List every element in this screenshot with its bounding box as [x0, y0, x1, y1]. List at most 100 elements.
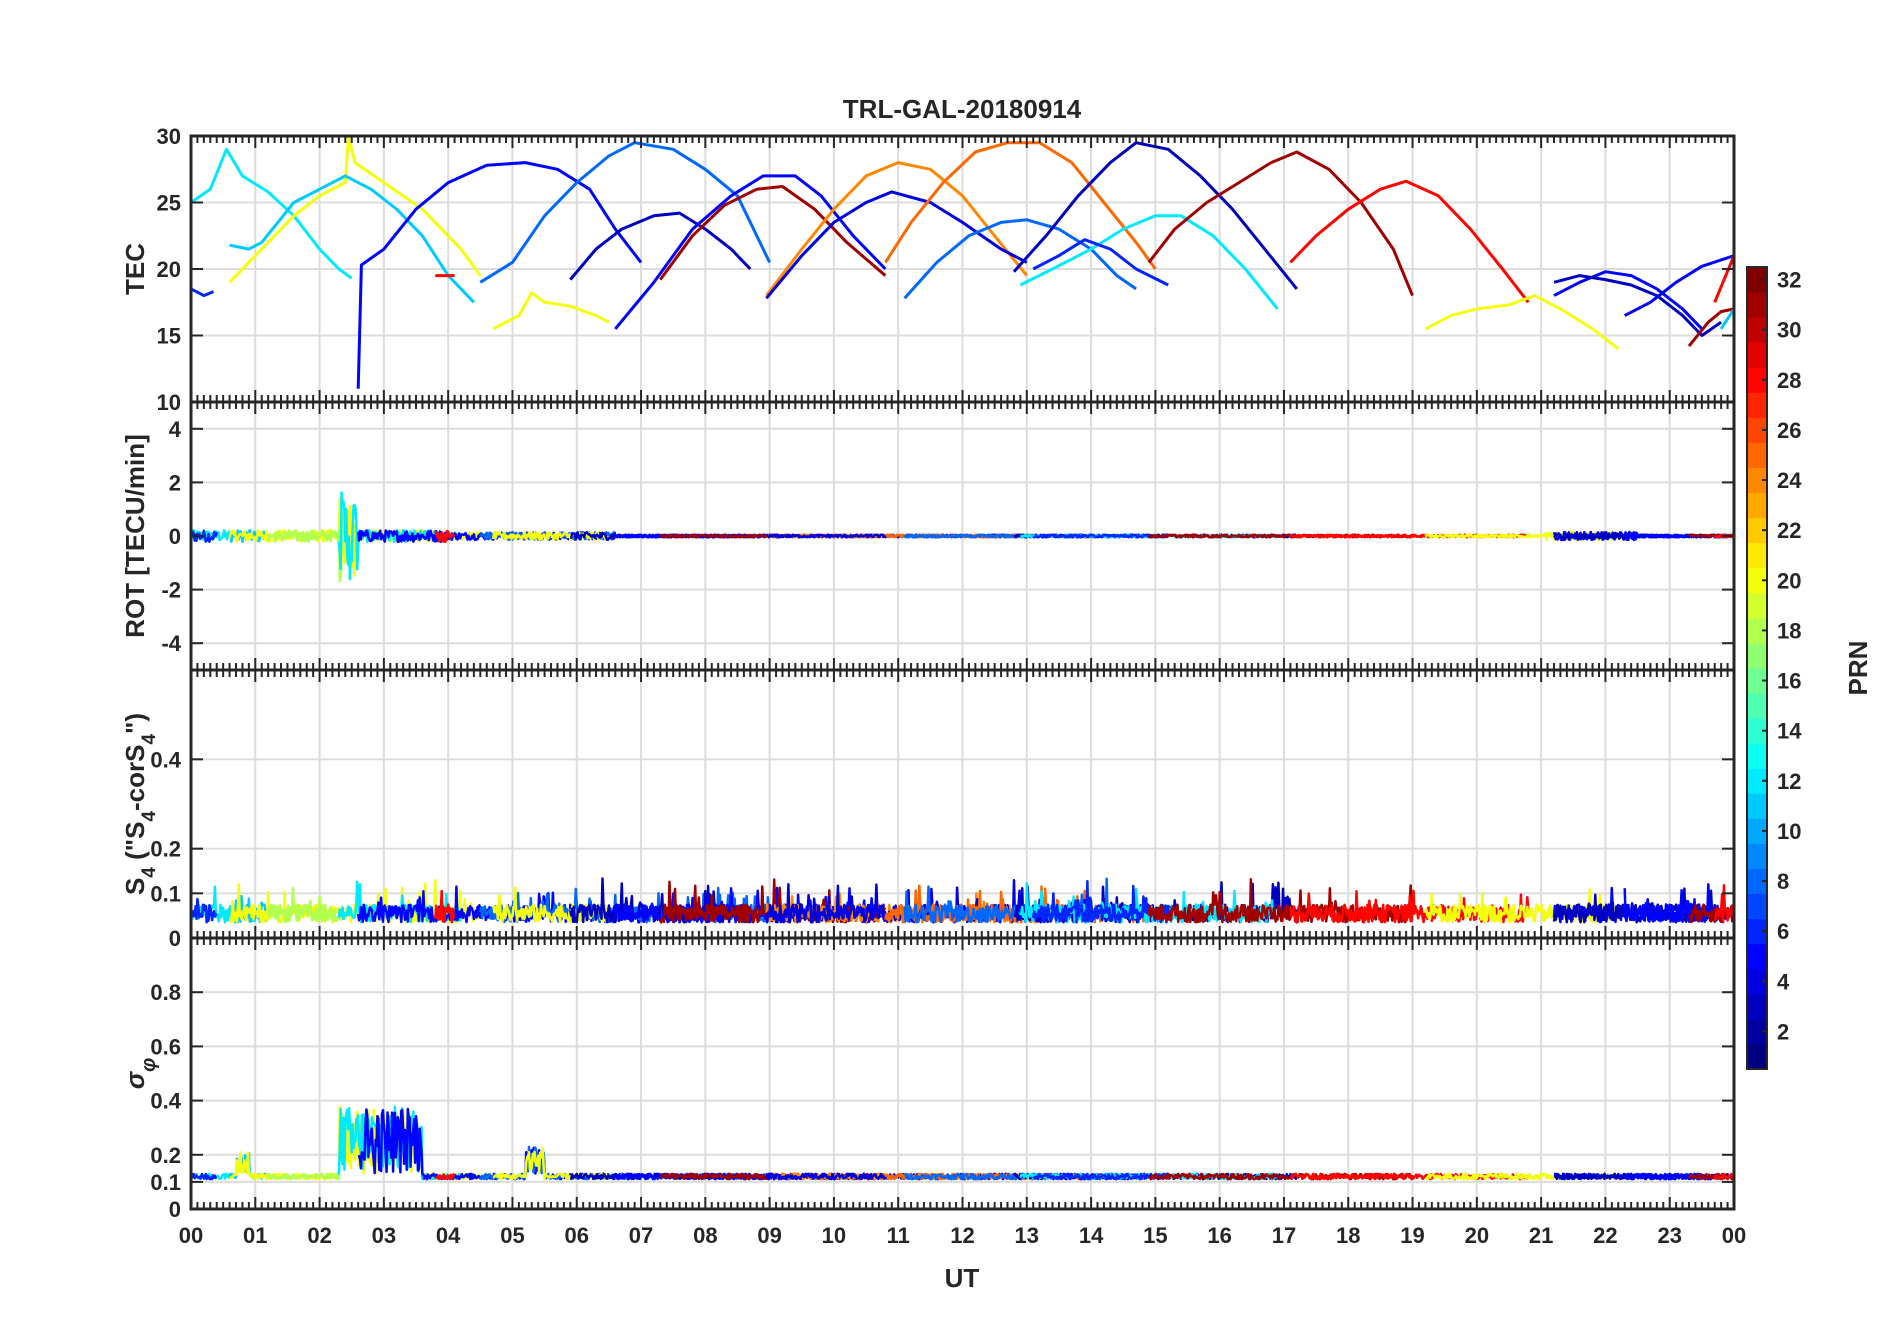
series-prn-24: [765, 161, 1028, 297]
series-prn-3: [1012, 141, 1298, 290]
series-prn-6: [189, 1172, 218, 1181]
colorbar-swatch: [1747, 718, 1767, 744]
series-group: [189, 877, 1736, 924]
series-prn-5: [356, 161, 643, 389]
series-prn-6: [1032, 533, 1170, 539]
y-axis-title: ROT [TECU/min]: [120, 434, 150, 638]
x-tick-label: 13: [1015, 1223, 1039, 1248]
colorbar-tick-label: 2: [1777, 1019, 1789, 1044]
series-prn-6: [1032, 238, 1169, 287]
colorbar-tick-label: 24: [1777, 468, 1802, 493]
colorbar-tick-label: 20: [1777, 568, 1801, 593]
colorbar-swatch: [1747, 843, 1767, 869]
y-tick-label: 0.4: [150, 1089, 181, 1114]
colorbar-swatch: [1747, 567, 1767, 594]
series-prn-31: [659, 185, 887, 281]
x-tick-label: 08: [693, 1223, 717, 1248]
series-prn-20: [1424, 294, 1620, 350]
colorbar-tick-label: 10: [1777, 819, 1801, 844]
x-tick-label: 04: [436, 1223, 461, 1248]
series-prn-31: [1687, 307, 1735, 348]
colorbar-swatch: [1747, 1018, 1767, 1045]
chart-title: TRL-GAL-20180914: [843, 94, 1082, 124]
x-tick-label: 12: [950, 1223, 974, 1248]
ticks: 10 15 20 25 30: [157, 124, 1735, 415]
x-tick-label: 07: [629, 1223, 653, 1248]
x-tick-label: 16: [1207, 1223, 1231, 1248]
y-tick-label: 15: [157, 324, 181, 349]
y-axis-title-part: 4: [139, 867, 160, 878]
series-prn-20: [491, 531, 611, 541]
colorbar-swatch: [1747, 492, 1767, 519]
y-axis-title-part: S: [120, 878, 150, 895]
y-axis-title-part: 4: [139, 734, 160, 745]
colorbar-swatch: [1747, 968, 1767, 995]
series-prn-31: [1147, 533, 1413, 539]
colorbar-swatch: [1747, 292, 1767, 318]
series-prn-12: [1019, 214, 1279, 310]
colorbar-swatch: [1747, 442, 1767, 468]
series-prn-28: [1289, 179, 1530, 304]
x-tick-label: 20: [1465, 1223, 1489, 1248]
y-axis-title-part: σ: [120, 1070, 150, 1089]
series-prn-18: [266, 1112, 347, 1181]
series-prn-28: [434, 529, 455, 544]
colorbar-swatch: [1747, 893, 1767, 920]
series-prn-31: [1147, 150, 1414, 297]
colorbar-swatch: [1747, 818, 1767, 844]
colorbar-swatch: [1747, 392, 1767, 418]
series-prn-6: [1031, 879, 1170, 924]
x-tick-label: 23: [1657, 1223, 1681, 1248]
y-tick-label: 0.2: [150, 1143, 181, 1168]
series-prn-20: [492, 291, 610, 331]
colorbar-tick-label: 28: [1777, 368, 1801, 393]
y-tick-label: 10: [157, 390, 181, 415]
colorbar-border: [1746, 266, 1768, 1070]
series-prn-28: [1289, 889, 1530, 924]
y-tick-label: 0: [169, 524, 181, 549]
x-tick-label: 01: [243, 1223, 267, 1248]
colorbar-swatch: [1747, 367, 1767, 393]
series-prn-8: [479, 141, 771, 284]
x-tick-label: 09: [757, 1223, 781, 1248]
y-tick-label: 0.1: [150, 1170, 181, 1195]
colorbar-tick-label: 22: [1777, 518, 1801, 543]
series-prn-11: [228, 894, 270, 924]
x-tick-label: 06: [565, 1223, 589, 1248]
grid: [190, 135, 1735, 403]
y-tick-label: 0: [169, 1197, 181, 1222]
x-tick-label: 15: [1143, 1223, 1167, 1248]
series-prn-28: [1714, 884, 1736, 924]
series-prn-11: [1719, 308, 1736, 330]
y-axis-title: σφ: [120, 1058, 160, 1089]
y-axis-title-part: 4: [139, 811, 160, 822]
x-tick-label: 14: [1079, 1223, 1104, 1248]
colorbar-swatch: [1747, 542, 1767, 569]
x-tick-label: 02: [307, 1223, 331, 1248]
colorbar-tick-label: 18: [1777, 618, 1801, 643]
colorbar-swatch: [1747, 267, 1767, 293]
colorbar-tick-label: 12: [1777, 769, 1801, 794]
x-tick-label: 00: [179, 1223, 203, 1248]
colorbar-swatch: [1747, 1043, 1767, 1070]
series-prn-18: [266, 503, 347, 583]
y-tick-label: -4: [161, 631, 181, 656]
colorbar-swatch: [1747, 793, 1767, 819]
colorbar-tick-label: 6: [1777, 919, 1789, 944]
series-prn-28: [434, 889, 455, 924]
ticks: 00.10.2 0.4 0.6 0.8: [150, 938, 1735, 1222]
y-tick-label: 4: [169, 417, 182, 442]
y-tick-label: 0.2: [150, 837, 181, 862]
x-tick-label: 11: [887, 1223, 910, 1248]
colorbar-tick-label: 32: [1777, 268, 1801, 293]
colorbar-swatch: [1747, 517, 1767, 544]
series-prn-12: [190, 147, 353, 280]
x-tick-label: 19: [1400, 1223, 1424, 1248]
colorbar-tick-label: 14: [1777, 719, 1802, 744]
colorbar-swatch: [1747, 417, 1767, 443]
colorbar-swatch: [1747, 467, 1767, 494]
colorbar-swatch: [1747, 642, 1767, 669]
series-prn-28: [434, 1172, 456, 1181]
